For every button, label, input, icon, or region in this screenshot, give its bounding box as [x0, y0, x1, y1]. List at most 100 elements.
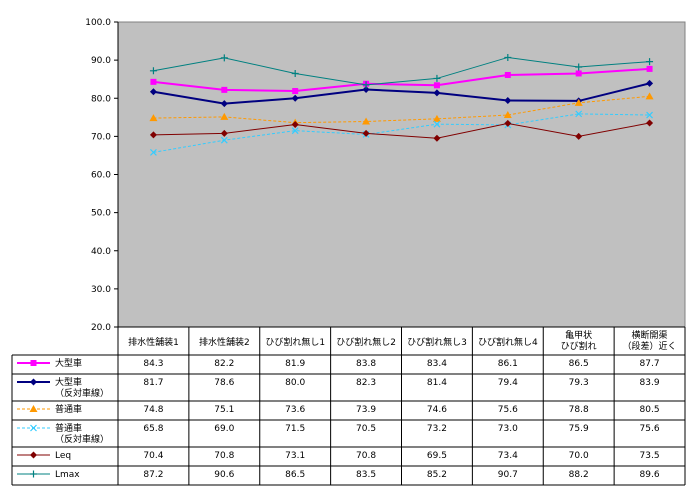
data-label-5-2: 86.5 [285, 470, 305, 480]
data-label-3-0: 65.8 [143, 424, 163, 434]
data-point-1-2 [291, 94, 299, 102]
category-label-6: 亀甲状 [565, 329, 592, 341]
data-label-1-4: 81.4 [427, 378, 447, 388]
data-point-4-3 [362, 129, 370, 137]
y-tick-label: 90.0 [91, 56, 111, 66]
data-label-5-3: 83.5 [356, 470, 376, 480]
category-label-4: ひび割れ無し3 [407, 336, 467, 348]
legend-label-4: Leq [55, 451, 71, 461]
legend-label-2: 普通車 [55, 403, 82, 415]
data-label-4-3: 70.8 [356, 451, 376, 461]
data-label-4-4: 69.5 [427, 451, 447, 461]
data-label-5-5: 90.7 [498, 470, 518, 480]
data-label-1-5: 79.4 [498, 378, 518, 388]
data-label-1-0: 81.7 [143, 378, 163, 388]
legend-key-marker-2 [29, 405, 38, 412]
legend-key-marker-1 [30, 378, 37, 386]
category-label-1: 排水性舗装2 [199, 336, 250, 348]
data-label-2-1: 75.1 [214, 405, 234, 415]
data-label-4-5: 73.4 [498, 451, 518, 461]
data-point-4-4 [433, 134, 441, 142]
data-point-0-7 [646, 65, 653, 72]
category-label-3: ひび割れ無し2 [336, 336, 396, 348]
data-label-2-7: 80.5 [640, 405, 660, 415]
data-point-1-7 [646, 79, 654, 87]
y-tick-label: 60.0 [91, 171, 111, 181]
data-point-5-3 [362, 81, 370, 89]
data-point-5-7 [646, 58, 654, 66]
data-point-4-5 [504, 119, 512, 127]
legend-key-marker-3 [30, 424, 37, 432]
data-label-0-5: 86.1 [498, 359, 518, 369]
data-label-0-4: 83.4 [427, 359, 447, 369]
data-point-0-5 [504, 71, 511, 78]
data-label-1-6: 79.3 [569, 378, 589, 388]
data-label-3-1: 69.0 [214, 424, 234, 434]
data-label-5-6: 88.2 [569, 470, 589, 480]
data-point-0-4 [433, 82, 440, 89]
data-point-4-1 [220, 129, 228, 137]
series-line-1 [153, 82, 650, 105]
data-label-1-7: 83.9 [640, 378, 660, 388]
data-label-1-3: 82.3 [356, 378, 376, 388]
series-line-4 [153, 122, 650, 139]
data-point-1-3 [362, 85, 370, 93]
category-label-0: 排水性舗装1 [128, 336, 179, 348]
data-point-2-6 [574, 98, 583, 106]
data-point-3-1 [220, 136, 228, 144]
legend-key-marker-5 [30, 470, 37, 478]
legend-key-marker-4 [30, 451, 37, 459]
data-label-1-2: 80.0 [285, 378, 305, 388]
data-point-0-1 [221, 86, 228, 93]
data-point-4-6 [575, 132, 583, 140]
series-line-3 [153, 113, 650, 153]
data-label-2-3: 73.9 [356, 405, 376, 415]
data-label-4-7: 73.5 [640, 451, 660, 461]
data-point-3-6 [575, 110, 583, 118]
category-label-2: ひび割れ無し1 [265, 336, 325, 348]
data-label-3-6: 75.9 [569, 424, 589, 434]
data-point-3-0 [150, 148, 157, 156]
data-point-5-2 [291, 69, 299, 77]
data-point-5-0 [149, 67, 157, 75]
y-tick-label: 30.0 [91, 285, 111, 295]
category-label-7: （段差）近く [623, 340, 677, 352]
data-label-0-2: 81.9 [285, 359, 305, 369]
category-label-5: ひび割れ無し4 [478, 336, 538, 348]
legend-label-1: 大型車 [55, 376, 82, 388]
data-point-2-4 [432, 114, 441, 122]
data-point-4-2 [291, 121, 299, 129]
data-point-0-6 [575, 70, 582, 77]
data-label-0-6: 86.5 [569, 359, 589, 369]
data-label-4-2: 73.1 [285, 451, 305, 461]
y-tick-label: 40.0 [91, 247, 111, 257]
data-point-3-2 [291, 127, 299, 135]
data-point-4-7 [646, 119, 654, 127]
data-point-1-0 [149, 88, 157, 96]
data-label-1-1: 78.6 [214, 378, 234, 388]
data-label-2-6: 78.8 [569, 405, 589, 415]
category-label-7: 横断開渠 [632, 329, 668, 341]
category-label-6: ひび割れ [561, 340, 597, 352]
data-point-2-5 [503, 111, 512, 119]
data-point-1-1 [220, 100, 228, 108]
data-label-3-7: 75.6 [640, 424, 660, 434]
data-label-2-0: 74.8 [143, 405, 163, 415]
data-point-5-4 [433, 74, 441, 82]
data-point-1-4 [433, 89, 441, 97]
y-tick-label: 80.0 [91, 94, 111, 104]
y-tick-label: 70.0 [91, 132, 111, 142]
data-label-3-5: 73.0 [498, 424, 518, 434]
data-label-5-1: 90.6 [214, 470, 234, 480]
y-tick-label: 50.0 [91, 209, 111, 219]
data-label-2-5: 75.6 [498, 405, 518, 415]
data-point-5-1 [220, 54, 228, 62]
data-label-0-7: 87.7 [640, 359, 660, 369]
legend-label-3: （反対車線） [55, 433, 109, 445]
data-label-2-2: 73.6 [285, 405, 305, 415]
data-label-3-3: 70.5 [356, 424, 376, 434]
data-point-5-5 [504, 53, 512, 61]
data-point-2-3 [362, 117, 371, 125]
data-point-2-1 [220, 112, 229, 120]
